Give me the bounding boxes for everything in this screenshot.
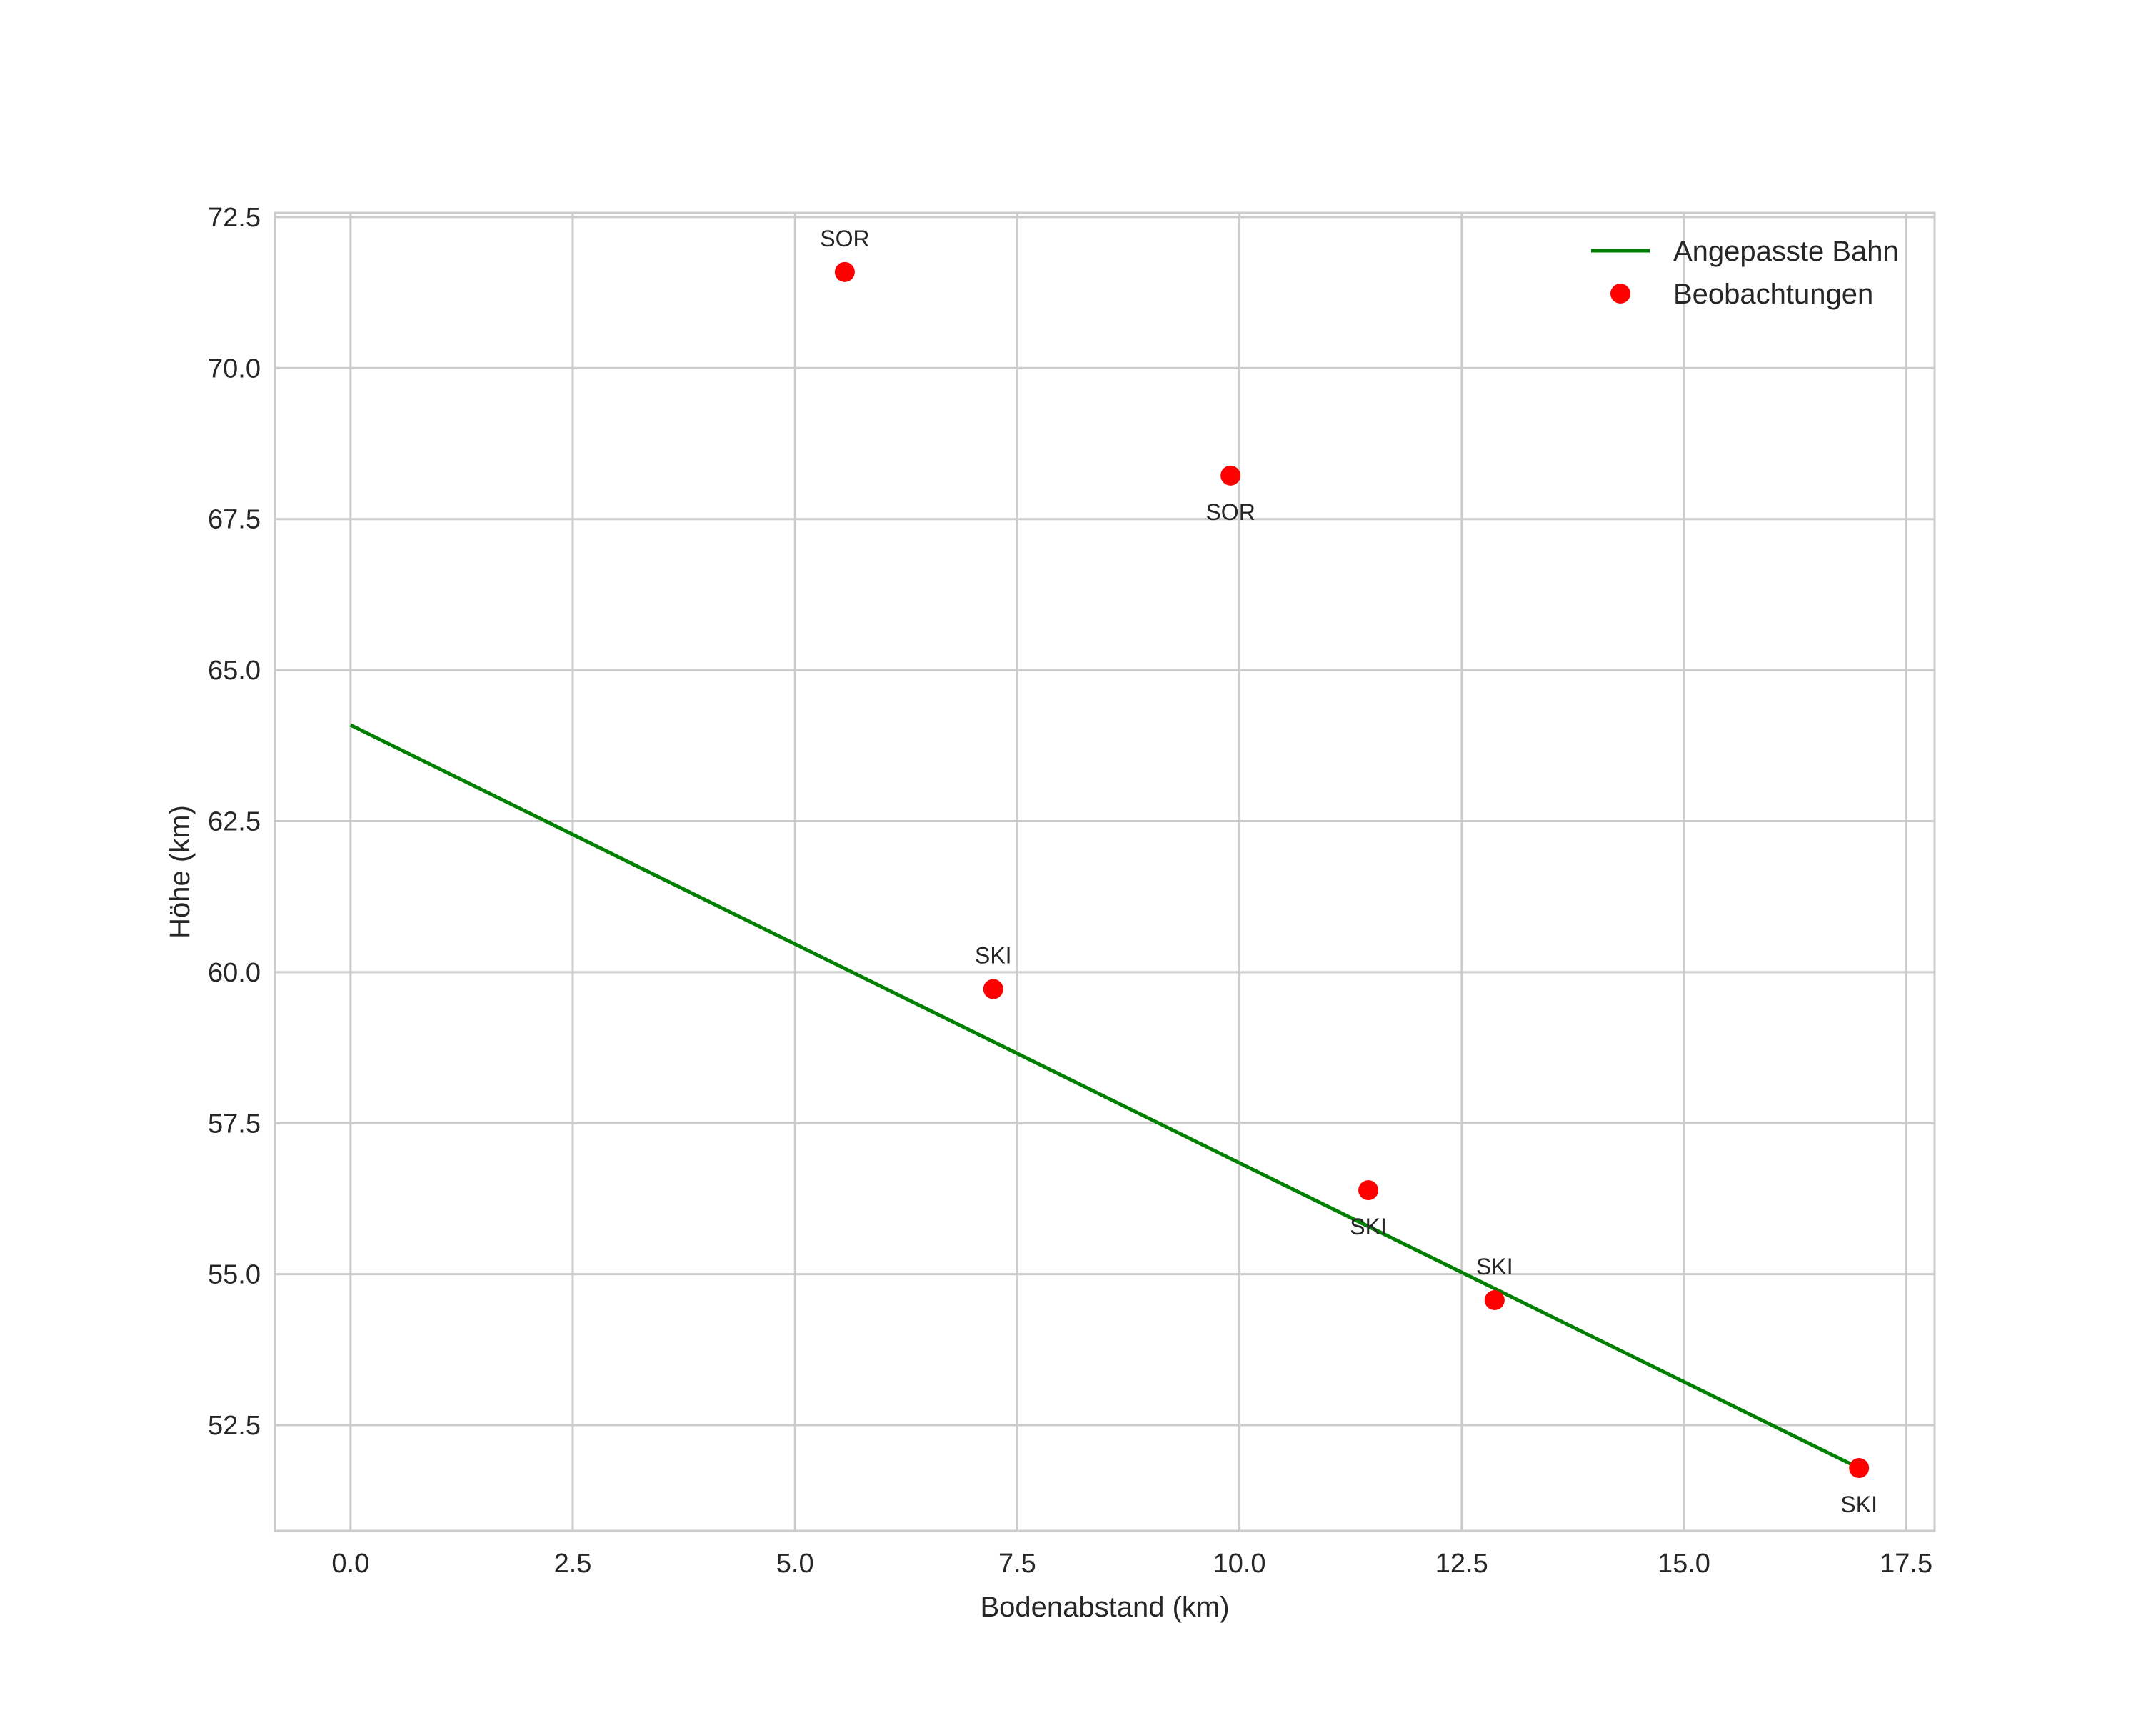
x-tick-label: 10.0 bbox=[1213, 1549, 1266, 1579]
y-tick-label: 70.0 bbox=[208, 354, 261, 384]
x-axis-label: Bodenabstand (km) bbox=[980, 1592, 1229, 1623]
plot-series: SOR SOR SKI SKI SKI SKI bbox=[349, 226, 1877, 1517]
station-label: SKI bbox=[1840, 1492, 1877, 1517]
station-label: SKI bbox=[975, 943, 1012, 969]
observation-point bbox=[1358, 1180, 1379, 1201]
x-tick-label: 15.0 bbox=[1658, 1549, 1710, 1579]
fitted-trajectory-line bbox=[349, 723, 1860, 1470]
y-tick-label: 52.5 bbox=[208, 1411, 261, 1441]
x-axis-ticks: 0.0 2.5 5.0 7.5 10.0 12.5 15.0 17.5 bbox=[331, 1549, 1932, 1579]
observation-point bbox=[983, 979, 1003, 999]
observation-point bbox=[834, 261, 855, 282]
y-tick-label: 55.0 bbox=[208, 1260, 261, 1290]
x-tick-label: 12.5 bbox=[1435, 1549, 1488, 1579]
observation-point bbox=[1484, 1289, 1505, 1310]
x-tick-label: 2.5 bbox=[554, 1549, 592, 1579]
observation-point bbox=[1849, 1458, 1870, 1479]
y-tick-label: 62.5 bbox=[208, 806, 261, 836]
x-tick-label: 0.0 bbox=[331, 1549, 369, 1579]
station-label: SKI bbox=[1476, 1254, 1513, 1279]
x-tick-label: 5.0 bbox=[776, 1549, 814, 1579]
y-axis-ticks: 52.5 55.0 57.5 60.0 62.5 65.0 67.5 70.0 72.5 bbox=[208, 203, 261, 1441]
plot-frame bbox=[274, 211, 1936, 1532]
station-label: SOR bbox=[820, 226, 869, 251]
y-tick-label: 60.0 bbox=[208, 958, 261, 988]
observation-point bbox=[1220, 465, 1241, 486]
legend-label: Beobachtungen bbox=[1673, 279, 1873, 310]
legend-marker-icon bbox=[1610, 284, 1630, 304]
legend-label: Angepasste Bahn bbox=[1673, 236, 1899, 267]
y-tick-label: 57.5 bbox=[208, 1109, 261, 1139]
station-label: SKI bbox=[1350, 1214, 1387, 1239]
x-tick-label: 17.5 bbox=[1880, 1549, 1932, 1579]
grid-lines bbox=[275, 213, 1935, 1531]
y-tick-label: 67.5 bbox=[208, 505, 261, 535]
y-axis-label: Höhe (km) bbox=[164, 805, 196, 939]
y-tick-label: 72.5 bbox=[208, 203, 261, 233]
x-tick-label: 7.5 bbox=[998, 1549, 1036, 1579]
y-tick-label: 65.0 bbox=[208, 656, 261, 686]
legend: Angepasste Bahn Beobachtungen bbox=[1591, 236, 1899, 310]
station-label: SOR bbox=[1205, 499, 1255, 525]
